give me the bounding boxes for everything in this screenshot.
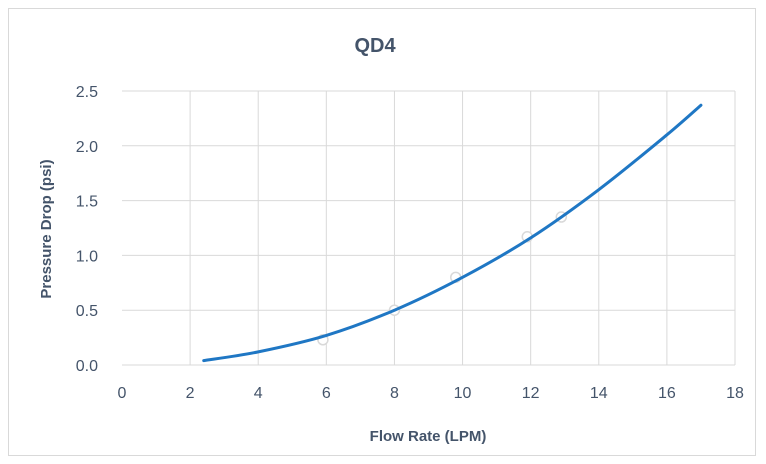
chart-frame [8,8,756,456]
chart-title: QD4 [354,35,396,57]
x-tick-label: 0 [118,385,127,402]
x-tick-label: 18 [726,385,744,402]
x-tick-label: 14 [590,385,608,402]
trend-line [202,103,703,363]
y-tick-label: 1.5 [76,194,98,211]
trend-curve [202,103,703,363]
x-tick-label: 2 [186,385,195,402]
x-tick-label: 12 [522,385,540,402]
y-tick-label: 2.0 [76,139,98,156]
grid-lines [122,90,736,366]
y-tick-label: 2.5 [76,84,98,101]
y-tick-label: 0.0 [76,358,98,375]
x-tick-label: 10 [454,385,472,402]
x-tick-label: 8 [390,385,399,402]
x-tick-label: 4 [254,385,263,402]
x-tick-label: 6 [322,385,331,402]
tick-labels: 0 2 4 6 8 10 12 14 16 18 0.0 0.5 1.0 1.5 2.0 2.5 [76,84,744,402]
x-axis-label: Flow Rate (LPM) [370,428,487,445]
y-axis-label: Pressure Drop (psi) [38,159,55,298]
x-tick-label: 16 [658,385,676,402]
y-tick-label: 1.0 [76,248,98,265]
y-tick-label: 0.5 [76,303,98,320]
